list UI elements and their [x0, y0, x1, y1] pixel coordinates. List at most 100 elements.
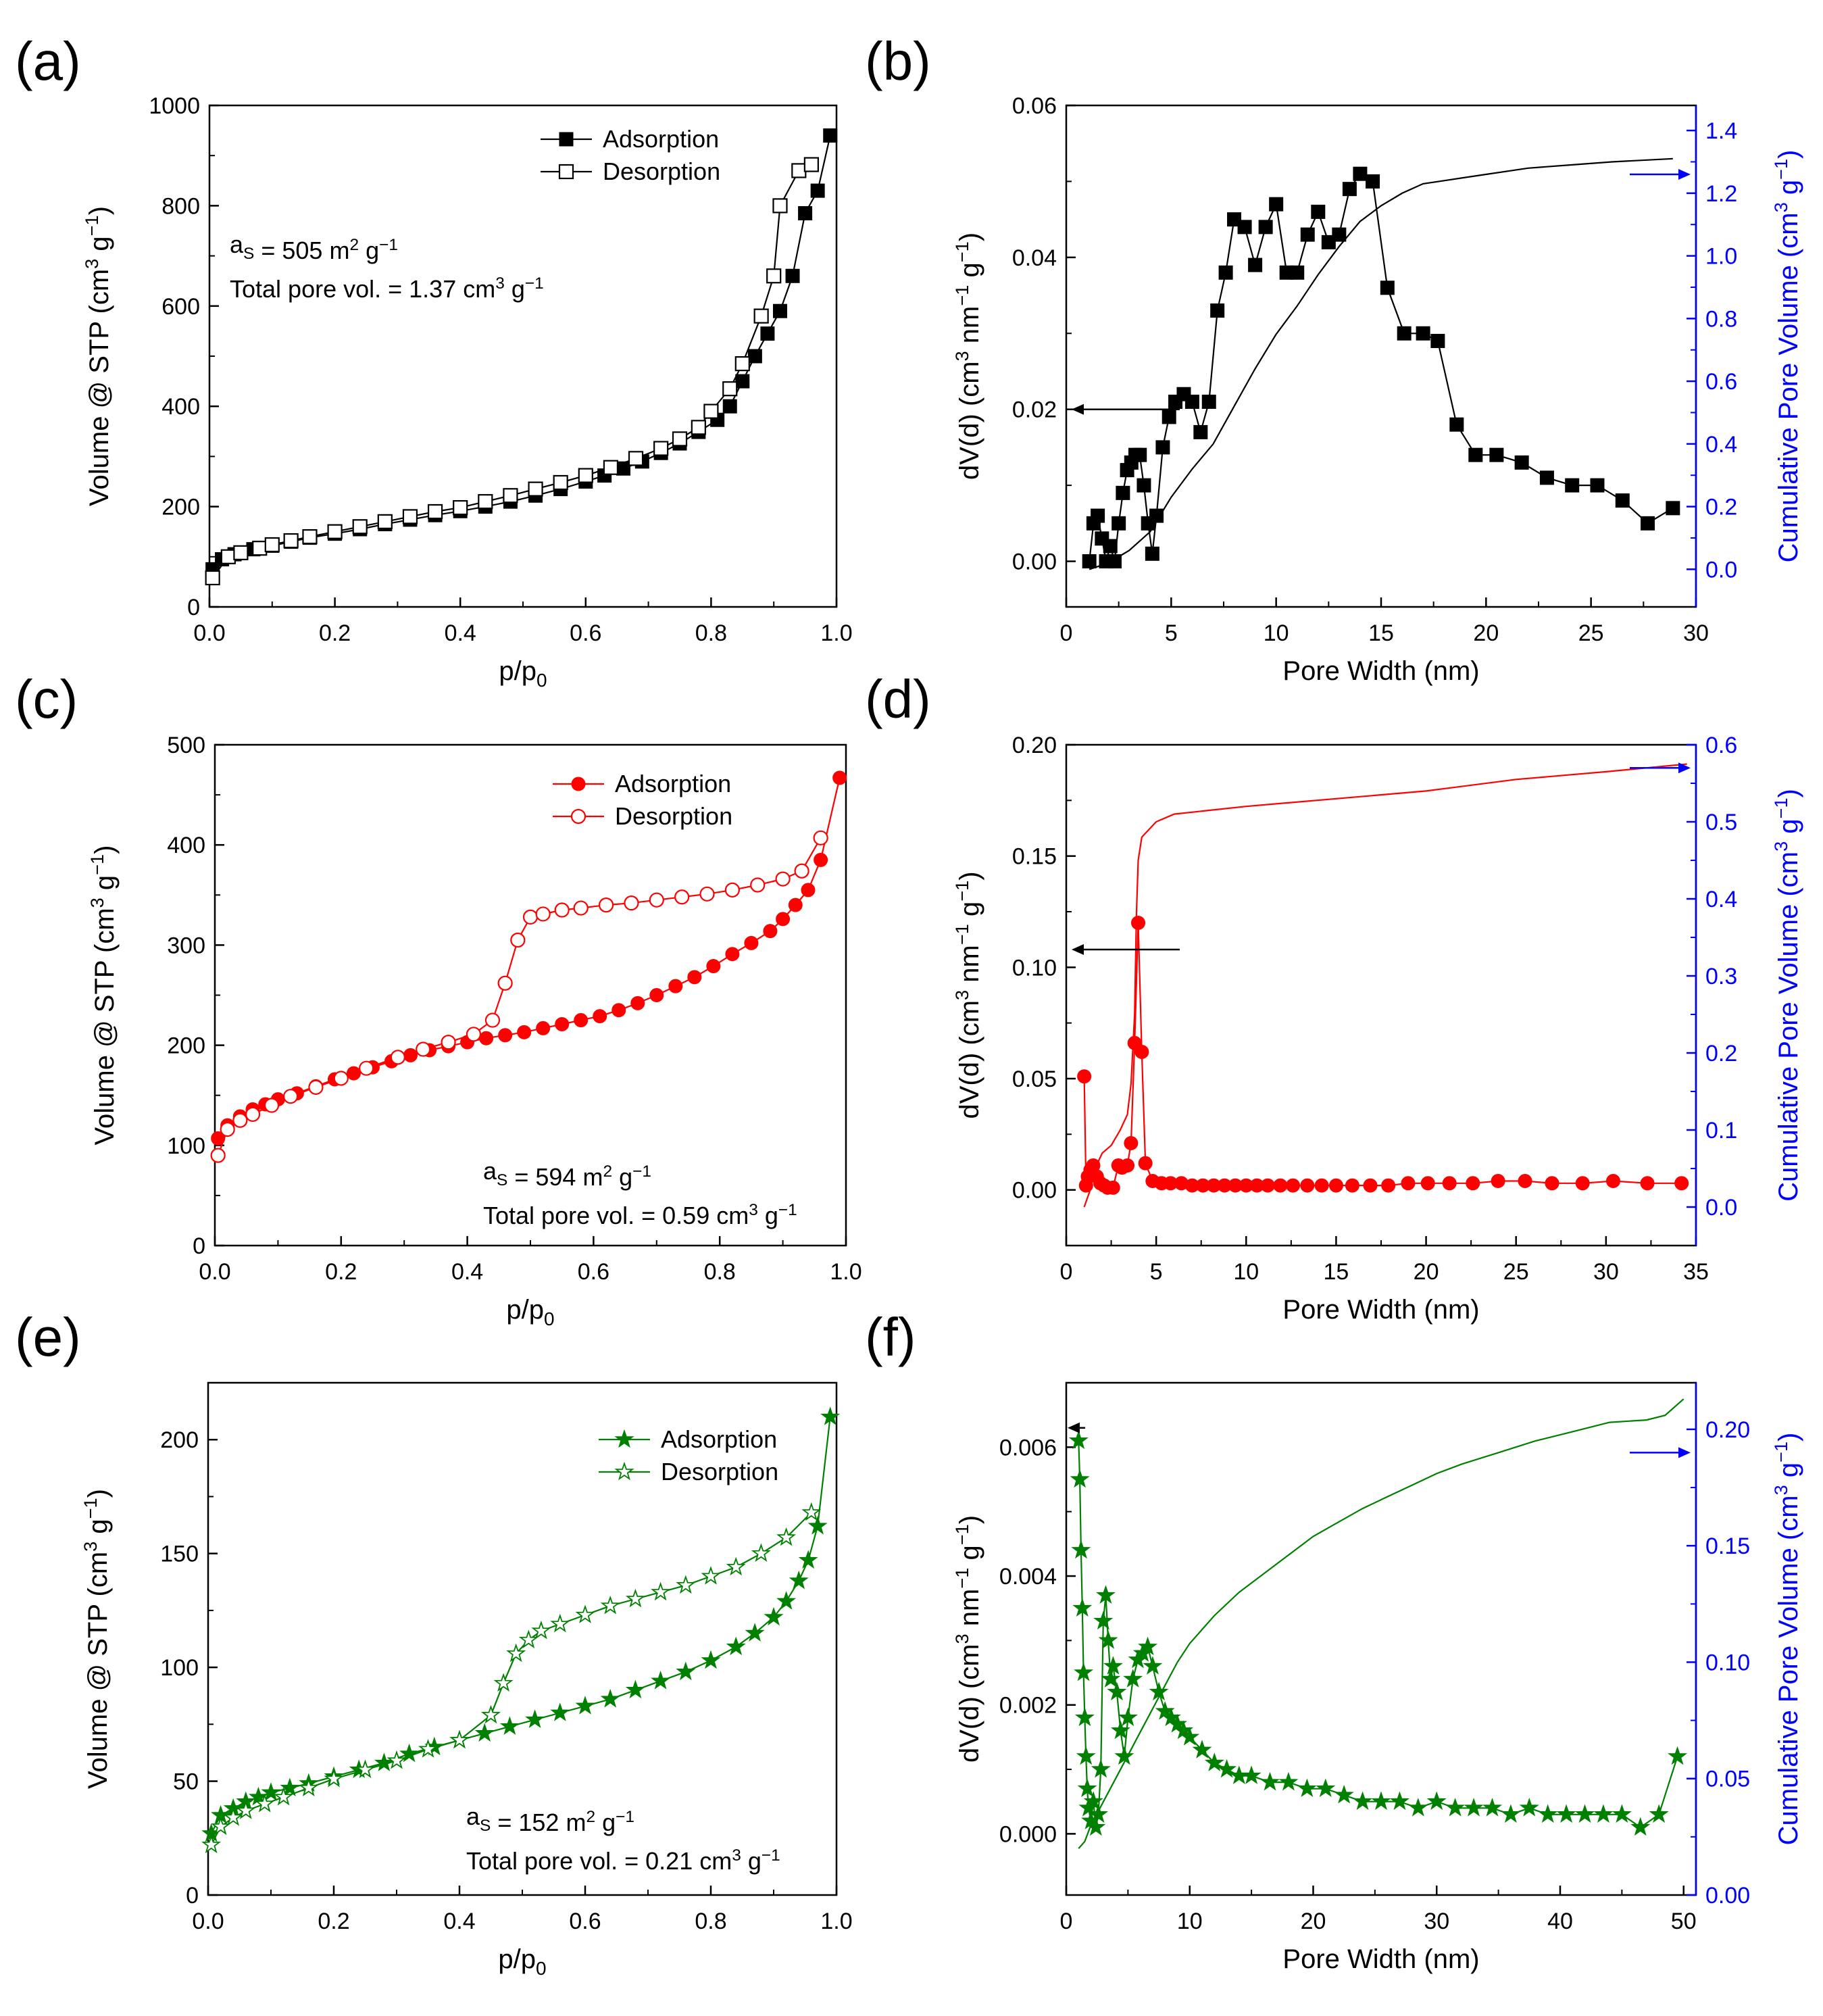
data-point-f-0: [1180, 1727, 1200, 1746]
data-point-c-0: [498, 1028, 513, 1043]
data-point-f-0: [1630, 1817, 1651, 1836]
data-point-e-1: [531, 1620, 551, 1640]
x-tick-label-c: 0.8: [704, 1259, 736, 1285]
y-tick-label-c: 0: [193, 1233, 205, 1259]
data-point-c-0: [744, 935, 759, 950]
arrow-right-head-d: [1678, 762, 1691, 774]
data-point-b-0: [1210, 303, 1225, 318]
data-point-e-1: [676, 1575, 696, 1594]
data-point-e-1: [493, 1673, 514, 1692]
data-point-d-0: [1491, 1173, 1505, 1188]
x-tick-label-c: 0.4: [451, 1259, 483, 1285]
data-point-e-1: [223, 1807, 243, 1826]
y-tick-label-b: 0.00: [1012, 549, 1057, 575]
y2-tick-label-d: 0.2: [1705, 1041, 1737, 1066]
data-point-d-0: [1442, 1176, 1457, 1191]
data-point-e-0: [726, 1636, 746, 1656]
y-tick-label-c: 500: [167, 733, 205, 758]
data-point-d-0: [1105, 1180, 1120, 1195]
data-point-e-1: [481, 1704, 501, 1724]
data-point-b-0: [1539, 470, 1554, 485]
data-point-f-0: [1574, 1804, 1595, 1823]
data-point-f-0: [1093, 1611, 1114, 1630]
data-point-d-0: [1138, 1156, 1153, 1171]
data-point-c-0: [788, 898, 803, 912]
data-point-c-1: [813, 830, 828, 845]
data-point-f-0: [1353, 1791, 1373, 1811]
data-point-e-0: [776, 1591, 797, 1610]
arrow-right-head-b: [1678, 169, 1691, 180]
data-point-a-1: [672, 431, 688, 447]
data-point-c-0: [668, 979, 683, 993]
annotation-a: Total pore vol. = 1.37 cm3 g−1: [230, 274, 544, 303]
legend-marker-e: [614, 1429, 634, 1448]
data-point-f-0: [1101, 1669, 1121, 1688]
x-tick-label-e: 0.2: [318, 1909, 349, 1934]
y2-tick-label-d: 0.5: [1705, 810, 1737, 835]
data-point-a-1: [283, 533, 299, 549]
x-tick-label-d: 30: [1593, 1259, 1619, 1285]
data-point-e-0: [525, 1709, 545, 1728]
data-point-f-0: [1098, 1630, 1118, 1649]
data-point-b-0: [1468, 447, 1483, 462]
data-point-e-1: [801, 1502, 822, 1521]
y-axis-label-f: dV(d) (cm3 nm−1 g−1): [951, 1515, 985, 1763]
data-point-b-0: [1290, 265, 1305, 280]
data-point-f-0: [1259, 1771, 1280, 1791]
data-point-c-1: [245, 1106, 261, 1122]
x-tick-label-b: 15: [1368, 620, 1394, 646]
data-point-f-0: [1103, 1656, 1123, 1675]
data-point-d-0: [1260, 1178, 1275, 1193]
data-point-c-1: [308, 1079, 324, 1095]
data-point-c-1: [497, 975, 513, 991]
data-point-a-1: [427, 503, 443, 520]
x-axis-label-f: Pore Width (nm): [1282, 1944, 1479, 1974]
data-point-e-0: [820, 1406, 841, 1425]
y2-tick-label-f: 0.00: [1705, 1883, 1750, 1909]
data-point-e-1: [324, 1768, 344, 1788]
annotation-a: aS = 505 m2 g−1: [230, 230, 398, 264]
data-point-c-1: [750, 877, 766, 893]
y-tick-label-f: 0.000: [999, 1821, 1057, 1847]
data-point-f-0: [1071, 1540, 1091, 1559]
data-point-a-1: [766, 268, 782, 284]
data-point-c-0: [832, 770, 847, 785]
x-tick-label-d: 10: [1233, 1259, 1259, 1285]
legend-marker-a: [559, 132, 574, 147]
data-point-e-0: [807, 1515, 828, 1535]
arrow-left-head-f: [1068, 1422, 1080, 1433]
panel-label-a: (a): [15, 31, 81, 91]
data-point-e-1: [299, 1777, 319, 1796]
data-point-a-1: [691, 420, 706, 435]
chart-c: (c) 0.0 0.2 0.4 0.6 0.8 1.0 0 100 200 300 400 500 p/p…: [15, 669, 862, 1329]
data-point-a-0: [798, 206, 813, 221]
x-tick-label-a: 0.0: [193, 620, 225, 646]
y-tick-label-a: 0: [187, 595, 200, 620]
data-point-e-1: [776, 1527, 797, 1546]
data-point-e-0: [764, 1606, 784, 1626]
data-point-f-0: [1143, 1656, 1163, 1675]
data-point-f-0: [1118, 1707, 1138, 1727]
x-axis-label-c: p/p0: [506, 1295, 554, 1329]
data-point-e-1: [236, 1800, 256, 1819]
panel-label-d: (d): [865, 669, 931, 729]
data-point-f-0: [1074, 1662, 1094, 1681]
data-point-b-0: [1416, 326, 1430, 341]
data-point-e-1: [600, 1595, 620, 1615]
data-point-b-0: [1193, 424, 1208, 439]
data-point-c-1: [416, 1041, 431, 1057]
x-tick-label-c: 0.6: [578, 1259, 609, 1285]
data-point-b-0: [1514, 455, 1529, 470]
data-point-e-1: [255, 1793, 275, 1813]
y-tick-label-b: 0.04: [1012, 245, 1057, 271]
data-point-d-0: [1640, 1176, 1655, 1191]
y-tick-label-a: 1000: [149, 93, 200, 119]
data-point-d-0: [1606, 1173, 1621, 1188]
data-point-c-0: [630, 995, 645, 1010]
y-tick-label-e: 100: [160, 1655, 199, 1681]
data-point-a-1: [791, 163, 807, 178]
data-point-c-0: [574, 1013, 589, 1028]
legend-label-e: Adsorption: [661, 1425, 777, 1453]
x-tick-label-b: 0: [1060, 620, 1073, 646]
data-point-f-0: [1464, 1798, 1484, 1817]
